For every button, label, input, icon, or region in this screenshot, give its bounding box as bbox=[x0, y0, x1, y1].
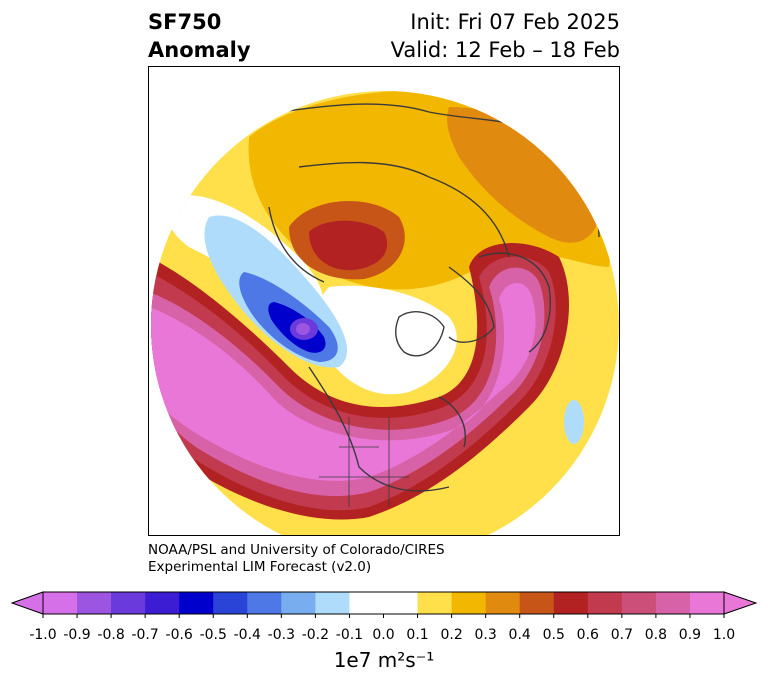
colorbar-tick-label: 0.7 bbox=[610, 627, 633, 643]
atlantic-negative-patch bbox=[564, 400, 584, 444]
colorbar-tick-label: 0.2 bbox=[440, 627, 463, 643]
colorbar-swatch bbox=[281, 592, 316, 614]
eurasia-orange-core bbox=[447, 107, 600, 243]
valid-range: Valid: 12 Feb – 18 Feb bbox=[390, 38, 620, 62]
colorbar-tick-label: -0.6 bbox=[165, 627, 193, 643]
title-field-type: Anomaly bbox=[148, 38, 251, 62]
colorbar-tick-label: 1.0 bbox=[712, 627, 736, 643]
colorbar-swatch bbox=[77, 592, 112, 614]
negative-anomaly-center bbox=[296, 323, 310, 335]
colorbar-tick-label: 0.5 bbox=[542, 627, 565, 643]
colorbar-swatch bbox=[179, 592, 214, 614]
map-panel bbox=[148, 66, 620, 536]
colorbar-tick-label: 0.8 bbox=[644, 627, 668, 643]
colorbar-tick-label: 0.6 bbox=[576, 627, 599, 643]
colorbar-swatch bbox=[553, 592, 589, 614]
colorbar-tick-label: -0.7 bbox=[131, 627, 159, 643]
colorbar-swatch bbox=[655, 592, 691, 614]
colorbar-tick-label: -0.2 bbox=[301, 627, 330, 643]
colorbar-swatch bbox=[349, 592, 384, 614]
colorbar-min-extend bbox=[10, 591, 44, 615]
colorbar-unit-label: 1e7 m²s⁻¹ bbox=[333, 648, 435, 672]
init-date: Init: Fri 07 Feb 2025 bbox=[410, 10, 620, 34]
colorbar-swatch bbox=[485, 592, 521, 614]
colorbar-tick-label: -0.5 bbox=[199, 627, 227, 643]
colorbar-swatch bbox=[145, 592, 180, 614]
anomaly-map bbox=[151, 91, 619, 535]
colorbar-tick-label: 0.1 bbox=[406, 627, 429, 643]
colorbar-swatch bbox=[621, 592, 657, 614]
colorbar-tick-label: 0.3 bbox=[474, 627, 497, 643]
colorbar-swatch bbox=[587, 592, 623, 614]
forecast-dates: Init: Fri 07 Feb 2025 Valid: 12 Feb – 18… bbox=[391, 8, 620, 64]
colorbar-swatch bbox=[383, 592, 419, 614]
colorbar-swatch bbox=[315, 592, 350, 614]
colorbar-swatch bbox=[451, 592, 487, 614]
colorbar-tick-label: -0.8 bbox=[97, 627, 125, 643]
colorbar-tick-label: 0.4 bbox=[508, 627, 531, 643]
map-title: SF750 Anomaly bbox=[148, 8, 251, 64]
colorbar-tick-label: -0.9 bbox=[63, 627, 91, 643]
credit-line-1: NOAA/PSL and University of Colorado/CIRE… bbox=[148, 542, 445, 558]
colorbar bbox=[10, 591, 758, 618]
colorbar-tick-label: -1.0 bbox=[29, 627, 57, 643]
colorbar-tick-label: 0.9 bbox=[678, 627, 702, 643]
colorbar-tick-label: -0.4 bbox=[233, 627, 261, 643]
colorbar-swatch bbox=[247, 592, 282, 614]
colorbar-swatch bbox=[213, 592, 248, 614]
colorbar-tick-label: 0.0 bbox=[372, 627, 395, 643]
colorbar-max-extend bbox=[723, 591, 758, 615]
colorbar-swatch bbox=[519, 592, 555, 614]
colorbar-tick-label: -0.1 bbox=[335, 627, 364, 643]
credit-line-2: Experimental LIM Forecast (v2.0) bbox=[148, 559, 372, 575]
colorbar-swatch bbox=[111, 592, 146, 614]
siberia-red-core bbox=[309, 220, 388, 271]
colorbar-swatch bbox=[689, 592, 725, 614]
colorbar-swatch bbox=[417, 592, 453, 614]
colorbar-swatch bbox=[43, 592, 78, 614]
credit-text: NOAA/PSL and University of Colorado/CIRE… bbox=[148, 542, 445, 576]
colorbar-tick-label: -0.3 bbox=[267, 627, 296, 643]
title-variable: SF750 bbox=[148, 10, 222, 34]
positive-band-core bbox=[151, 283, 536, 481]
